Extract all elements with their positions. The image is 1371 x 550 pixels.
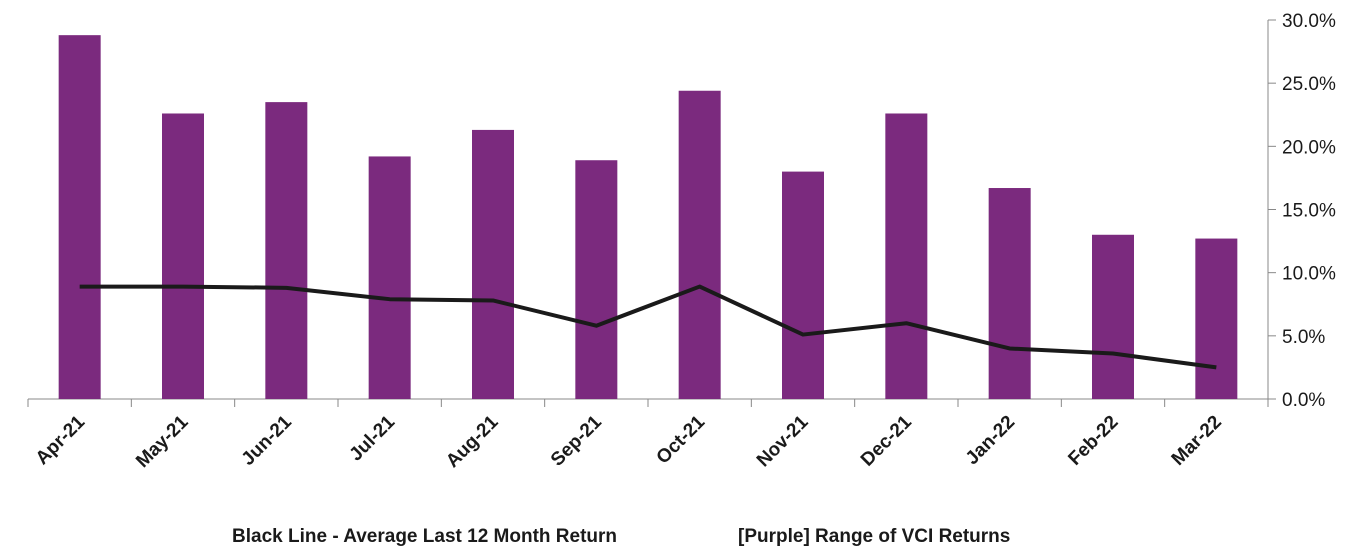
bar bbox=[472, 129, 514, 399]
bar bbox=[368, 156, 411, 399]
x-tick-label: Apr-21 bbox=[32, 411, 90, 469]
x-tick-label: Oct-21 bbox=[653, 411, 710, 468]
bar bbox=[782, 171, 824, 399]
legend-label: Black Line - Average Last 12 Month Retur… bbox=[232, 526, 617, 547]
y-tick-label: 25.0% bbox=[1282, 74, 1336, 95]
y-tick-label: 20.0% bbox=[1282, 137, 1336, 158]
bar bbox=[162, 113, 204, 399]
x-tick-label: Sep-21 bbox=[547, 411, 606, 470]
bar bbox=[265, 102, 308, 399]
bar bbox=[58, 35, 101, 399]
legend-label: [Purple] Range of VCI Returns bbox=[738, 526, 1010, 547]
bar bbox=[1195, 238, 1238, 399]
bar bbox=[988, 188, 1031, 399]
y-tick-label: 10.0% bbox=[1282, 264, 1336, 285]
x-tick-label: Jan-22 bbox=[962, 412, 1019, 469]
x-tick-label: Jul-21 bbox=[346, 411, 400, 465]
x-tick-label: Jun-21 bbox=[238, 411, 296, 469]
bar bbox=[575, 160, 618, 399]
x-tick-label: Dec-21 bbox=[857, 411, 916, 470]
x-tick-label: Aug-21 bbox=[442, 411, 503, 472]
bar bbox=[1092, 234, 1134, 399]
x-tick-label: Mar-22 bbox=[1168, 412, 1226, 470]
x-tick-label: Feb-22 bbox=[1064, 412, 1122, 470]
x-tick-label: Nov-21 bbox=[753, 411, 813, 471]
x-tick-label: May-21 bbox=[132, 411, 193, 472]
y-tick-label: 30.0% bbox=[1282, 11, 1336, 32]
y-tick-label: 5.0% bbox=[1282, 327, 1325, 348]
bar bbox=[885, 113, 928, 399]
bar bbox=[678, 90, 721, 399]
y-tick-label: 0.0% bbox=[1282, 390, 1325, 411]
y-tick-label: 15.0% bbox=[1282, 201, 1336, 222]
line bbox=[79, 284, 1217, 370]
